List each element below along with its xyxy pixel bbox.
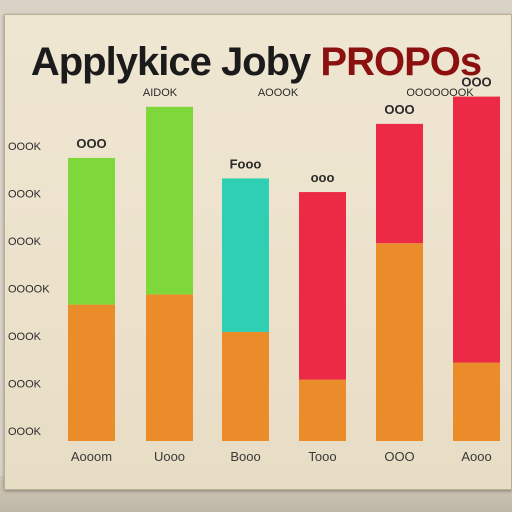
bar-value-label: OOO [384,102,414,117]
bar-value-label: Fooo [230,156,262,171]
bar-value-label: OOO [76,136,106,151]
x-category-label: Aooom [71,449,112,464]
x-category-label: Uooo [154,449,185,464]
x-category-label: OOO [384,449,414,464]
y-tick-label: OOOK [8,331,42,343]
bar-segment-orange [299,379,346,441]
y-tick-label: OOOK [8,426,42,438]
bar-segment-orange [68,304,115,441]
y-tick-label: OOOOK [8,284,50,296]
bar-segment-top [376,123,423,244]
header-label: AOOOK [258,87,299,99]
bar-segment-orange [146,294,193,441]
bar-segment-top [299,192,346,380]
chart-title: Applykice Joby PROPOs [0,40,512,85]
y-tick-label: OOOK [8,141,42,153]
bar-segment-top [68,157,115,305]
bar-value-label: OOO [461,75,491,90]
bar-segment-top [453,96,500,363]
bar-segment-top [222,178,269,332]
bar-value-label: ooo [311,170,335,185]
bar-segment-orange [222,331,269,441]
bar-segment-orange [376,243,423,441]
x-category-label: Booo [230,449,260,464]
x-category-label: Tooo [308,449,336,464]
y-tick-label: OOOK [8,236,42,248]
y-tick-label: OOOK [8,189,42,201]
header-label: OOOOOOOK [406,87,474,99]
x-category-label: Aooo [461,449,491,464]
chart-title-part2: PROPOs [320,40,482,84]
bar-segment-orange [453,362,500,441]
bar-segment-top [146,106,193,295]
chart-title-part1: Applykice Joby [30,40,321,84]
y-tick-label: OOOK [8,379,42,391]
header-label: AIDOK [143,87,178,99]
